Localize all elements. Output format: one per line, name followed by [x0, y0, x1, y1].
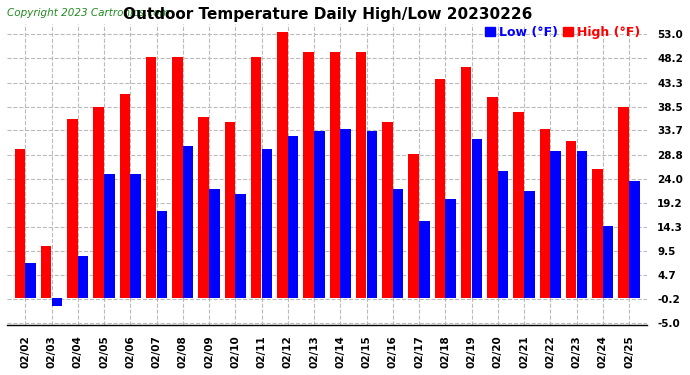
Bar: [498, 171, 509, 298]
Bar: [393, 189, 404, 298]
Text: Copyright 2023 Cartronics.com: Copyright 2023 Cartronics.com: [7, 9, 170, 18]
Bar: [67, 119, 78, 298]
Bar: [41, 246, 52, 298]
Bar: [408, 154, 419, 298]
Bar: [104, 174, 115, 298]
Bar: [146, 57, 157, 298]
Bar: [172, 57, 183, 298]
Bar: [577, 152, 587, 298]
Bar: [524, 191, 535, 298]
Bar: [52, 298, 62, 306]
Bar: [603, 226, 613, 298]
Bar: [340, 129, 351, 298]
Legend: Low (°F), High (°F): Low (°F), High (°F): [484, 25, 641, 40]
Bar: [592, 169, 602, 298]
Bar: [119, 94, 130, 298]
Bar: [26, 263, 36, 298]
Bar: [183, 146, 193, 298]
Bar: [487, 97, 497, 298]
Bar: [209, 189, 219, 298]
Bar: [435, 79, 445, 298]
Bar: [251, 57, 262, 298]
Bar: [618, 106, 629, 298]
Bar: [304, 52, 314, 298]
Bar: [93, 106, 104, 298]
Bar: [472, 139, 482, 298]
Bar: [446, 199, 456, 298]
Bar: [14, 149, 26, 298]
Bar: [235, 194, 246, 298]
Bar: [382, 122, 393, 298]
Title: Outdoor Temperature Daily High/Low 20230226: Outdoor Temperature Daily High/Low 20230…: [123, 7, 532, 22]
Bar: [513, 111, 524, 298]
Bar: [629, 181, 640, 298]
Bar: [130, 174, 141, 298]
Bar: [314, 132, 325, 298]
Bar: [78, 256, 88, 298]
Bar: [420, 221, 430, 298]
Bar: [262, 149, 273, 298]
Bar: [199, 117, 209, 298]
Bar: [566, 141, 576, 298]
Bar: [225, 122, 235, 298]
Bar: [288, 136, 299, 298]
Bar: [551, 152, 561, 298]
Bar: [330, 52, 340, 298]
Bar: [461, 67, 471, 298]
Bar: [157, 211, 167, 298]
Bar: [277, 32, 288, 298]
Bar: [366, 132, 377, 298]
Bar: [356, 52, 366, 298]
Bar: [540, 129, 550, 298]
